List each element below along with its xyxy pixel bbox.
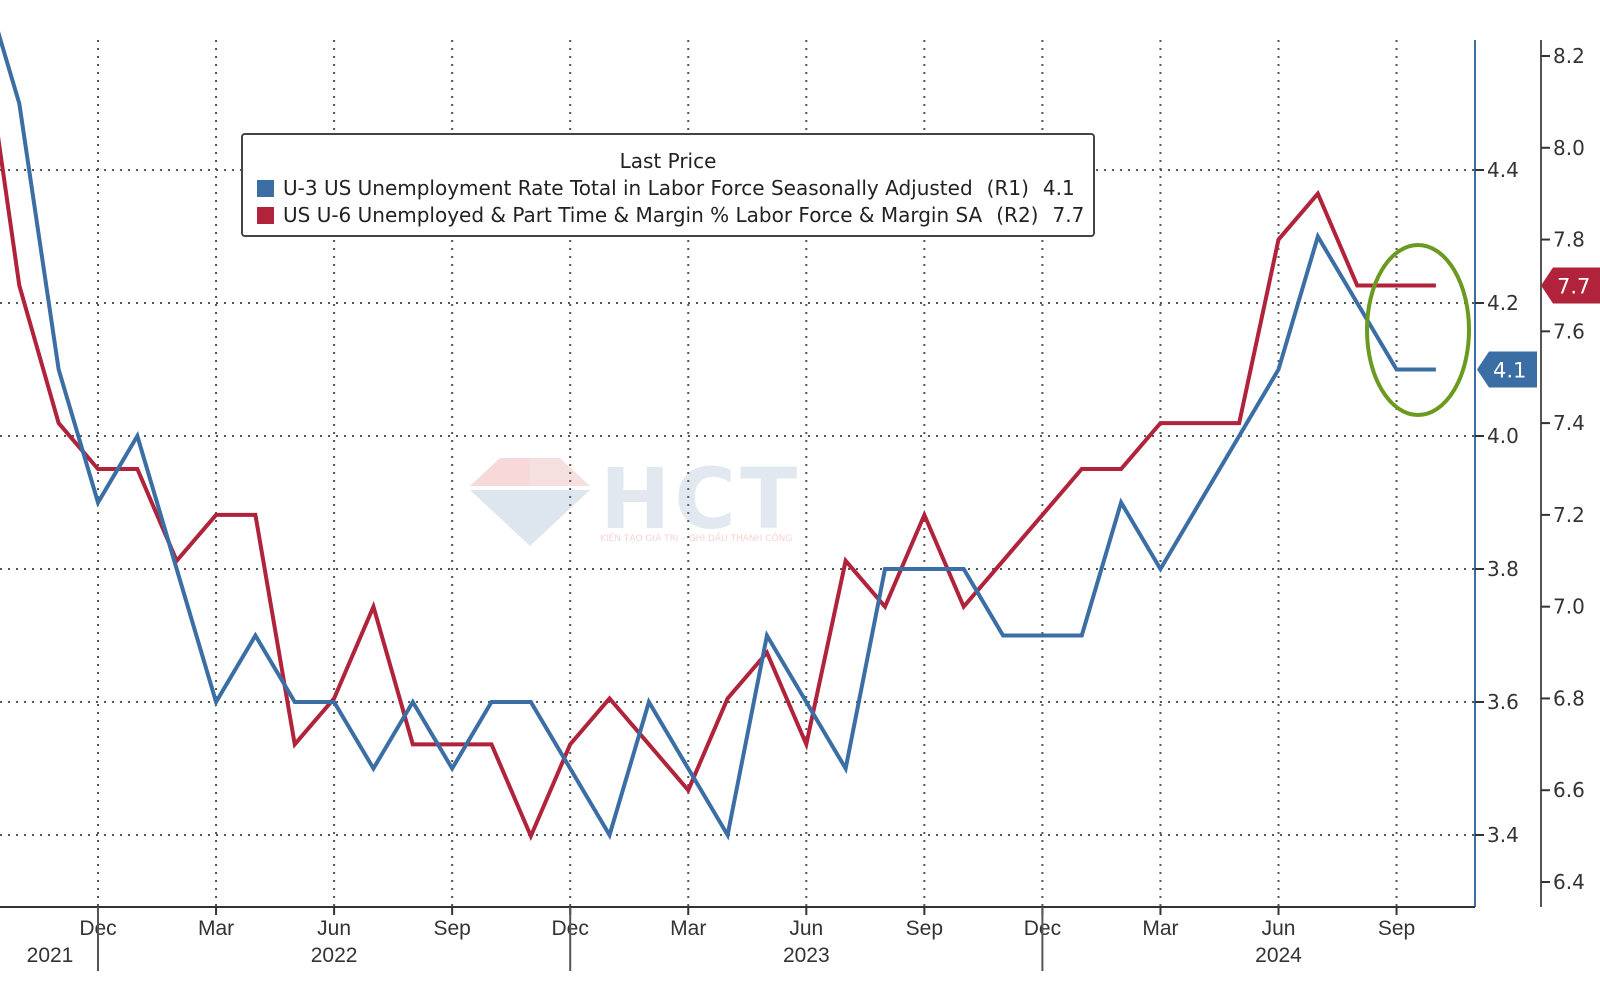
x-month-label: Jun [789,917,823,940]
hct-watermark: HCT KIẾN TẠO GIÁ TRỊ – GHI DẤU THÀNH CÔN… [470,450,797,548]
r2-tick-label: 7.2 [1553,503,1585,527]
x-month-label: Mar [198,917,234,940]
legend-value-u3: 4.1 [1042,176,1075,200]
last-value-badges: 4.1 7.7 [1477,267,1600,388]
legend-swatch-u3 [257,180,274,197]
r2-tick-label: 8.2 [1553,44,1585,68]
u6-last-value-badge-text: 7.7 [1557,274,1590,298]
x-month-label: Mar [1142,917,1178,940]
x-month-label: Mar [670,917,706,940]
x-month-label: Jun [317,917,351,940]
series-lines [0,31,1436,842]
r2-tick-label: 6.8 [1553,686,1585,710]
r1-tick-label: 3.8 [1487,557,1519,581]
r1-tick-label: 4.4 [1487,158,1519,182]
r1-tick-label: 4.0 [1487,424,1519,448]
x-year-label: 2022 [311,944,358,967]
x-month-label: Sep [433,917,470,940]
r2-tick-label: 7.6 [1553,319,1585,343]
x-year-label: 2021 [27,944,74,967]
legend: Last Price U-3 US Unemployment Rate Tota… [241,133,1095,237]
x-year-label: 2023 [783,944,830,967]
x-month-label: Sep [906,917,943,940]
r2-tick-label: 7.0 [1553,595,1585,619]
watermark-subtitle: KIẾN TẠO GIÁ TRỊ – GHI DẤU THÀNH CÔNG [600,534,793,544]
r1-tick-label: 3.6 [1487,690,1519,714]
r2-tick-label: 8.0 [1553,136,1585,160]
legend-item-u3: U-3 US Unemployment Rate Total in Labor … [257,176,1075,200]
r1-tick-label: 4.2 [1487,291,1519,315]
legend-swatch-u6 [257,207,274,224]
series-line-u3 [0,31,1436,841]
legend-title: Last Price [619,149,717,173]
r2-tick-label: 6.4 [1553,870,1585,894]
legend-value-u6: 7.7 [1052,203,1085,227]
legend-axis-u3: (R1) [986,176,1029,200]
r1-axis: 3.4 3.6 3.8 4.0 4.2 4.4 [1474,40,1519,907]
u3-last-value-badge-text: 4.1 [1493,359,1526,383]
series-line-u6 [0,136,1436,842]
r2-axis: 6.4 6.6 6.8 7.0 7.2 7.4 7.6 7.8 8.0 8.2 [1540,40,1585,907]
r1-tick-label: 3.4 [1487,823,1519,847]
x-year-label: 2024 [1255,944,1302,967]
legend-label-u3: U-3 US Unemployment Rate Total in Labor … [283,176,973,200]
r2-tick-label: 7.8 [1553,228,1585,252]
x-axis: Dec Mar Jun Sep Dec Mar Jun Sep Dec Mar Jun Sep2021… [0,906,1475,971]
highlight-ellipse [1365,243,1471,417]
x-month-label: Jun [1262,917,1296,940]
x-month-label: Sep [1378,917,1415,940]
watermark-diamond-icon [470,458,590,546]
watermark-text: HCT [600,450,802,548]
legend-item-u6: US U-6 Unemployed & Part Time & Margin %… [257,203,1084,227]
r2-tick-label: 7.4 [1553,411,1585,435]
u6-last-value-badge-shape [1541,267,1600,304]
legend-axis-u6: (R2) [996,203,1039,227]
r2-tick-label: 6.6 [1553,778,1585,802]
u3-last-value-badge-shape [1477,351,1537,388]
legend-label-u6: US U-6 Unemployed & Part Time & Margin %… [283,203,983,227]
